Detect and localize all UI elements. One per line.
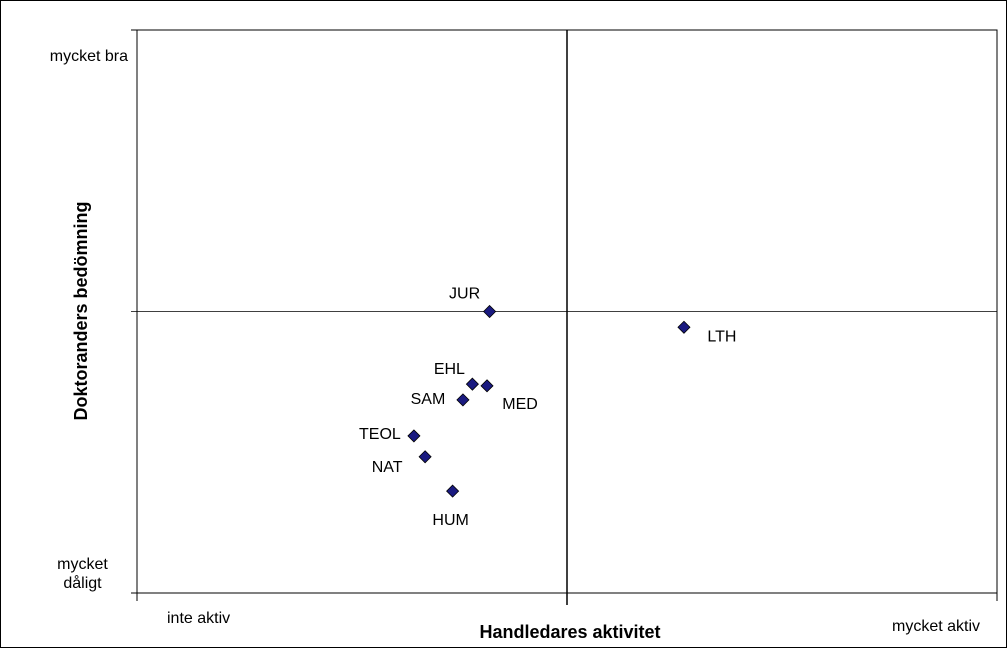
data-point [480,379,494,393]
data-point [407,429,421,443]
point-label: TEOL [359,426,401,443]
x-axis-title: Handledares aktivitet [479,622,660,642]
y-tick-label: mycket dåligt [57,556,108,592]
y-tick-label: mycket bra [49,48,128,65]
point-label: HUM [432,512,468,529]
x-tick-label: inte aktiv [167,610,231,627]
data-point [483,304,497,319]
point-label: JUR [449,286,480,303]
data-point [456,393,470,407]
point-label: SAM [411,391,446,408]
x-tick-label: mycket aktiv [891,618,980,635]
data-point [677,320,691,334]
data-point [446,484,460,498]
y-axis-title: Doktoranders bedömning [71,201,91,420]
point-label: MED [502,396,538,413]
point-label: NAT [372,459,403,476]
data-point [465,377,479,391]
point-label: EHL [434,361,465,378]
point-label: LTH [707,328,736,345]
data-point [418,450,432,464]
